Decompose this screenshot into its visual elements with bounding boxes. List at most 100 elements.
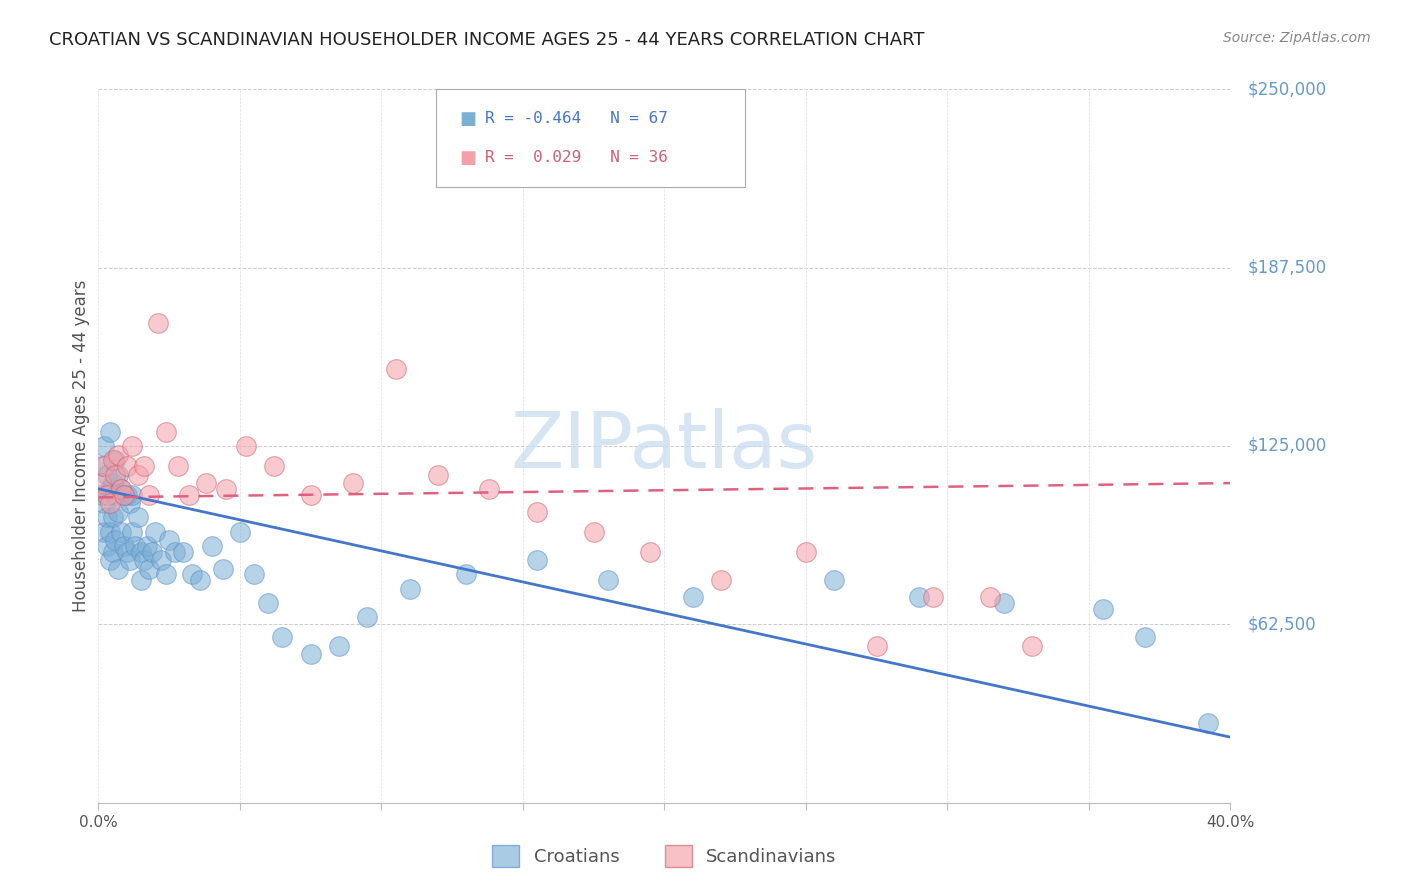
Point xyxy=(93,439,115,453)
Point xyxy=(90,476,112,491)
Text: CROATIAN VS SCANDINAVIAN HOUSEHOLDER INCOME AGES 25 - 44 YEARS CORRELATION CHART: CROATIAN VS SCANDINAVIAN HOUSEHOLDER INC… xyxy=(49,31,925,49)
Point xyxy=(384,362,406,376)
Point xyxy=(112,487,135,501)
Point xyxy=(157,533,180,548)
Point xyxy=(90,458,112,473)
Point xyxy=(110,482,132,496)
Text: $250,000: $250,000 xyxy=(1247,80,1326,98)
Point xyxy=(299,487,322,501)
Point xyxy=(235,439,257,453)
Point xyxy=(112,539,135,553)
Point xyxy=(101,544,124,558)
Point xyxy=(356,610,378,624)
Point xyxy=(682,591,704,605)
Point xyxy=(215,482,238,496)
Point xyxy=(263,458,285,473)
Text: Source: ZipAtlas.com: Source: ZipAtlas.com xyxy=(1223,31,1371,45)
Point xyxy=(1197,715,1219,730)
Point xyxy=(823,573,845,587)
Point xyxy=(90,487,112,501)
Point xyxy=(638,544,661,558)
Point xyxy=(180,567,202,582)
Point xyxy=(1021,639,1043,653)
Point xyxy=(107,467,129,482)
Legend: Croatians, Scandinavians: Croatians, Scandinavians xyxy=(484,836,845,876)
Point xyxy=(342,476,364,491)
Point xyxy=(101,453,124,467)
Point xyxy=(865,639,887,653)
Point xyxy=(794,544,817,558)
Text: ■: ■ xyxy=(460,110,477,128)
Point xyxy=(149,553,172,567)
Point xyxy=(163,544,186,558)
Point xyxy=(177,487,200,501)
Point xyxy=(212,562,235,576)
Point xyxy=(271,630,294,644)
Point xyxy=(115,544,138,558)
Text: $62,500: $62,500 xyxy=(1247,615,1316,633)
Point xyxy=(993,596,1015,610)
Point xyxy=(93,458,115,473)
Point xyxy=(129,573,152,587)
Y-axis label: Householder Income Ages 25 - 44 years: Householder Income Ages 25 - 44 years xyxy=(72,280,90,612)
Point xyxy=(979,591,1001,605)
Point xyxy=(121,524,143,539)
Point xyxy=(129,544,152,558)
Point xyxy=(143,524,166,539)
Point xyxy=(427,467,450,482)
Point xyxy=(118,553,141,567)
Point xyxy=(201,539,224,553)
Point xyxy=(328,639,350,653)
Point xyxy=(138,487,160,501)
Point xyxy=(98,425,121,439)
Text: ■: ■ xyxy=(460,149,477,167)
Point xyxy=(166,458,188,473)
Point xyxy=(135,539,157,553)
Point xyxy=(115,487,138,501)
Text: $125,000: $125,000 xyxy=(1247,437,1326,455)
Point xyxy=(96,467,118,482)
Point xyxy=(107,505,129,519)
Point xyxy=(96,539,118,553)
Point xyxy=(93,496,115,510)
Point xyxy=(229,524,252,539)
Point xyxy=(127,510,149,524)
Point xyxy=(118,496,141,510)
Text: R =  0.029   N = 36: R = 0.029 N = 36 xyxy=(485,151,668,165)
Point xyxy=(121,439,143,453)
Point xyxy=(115,458,138,473)
Point xyxy=(96,487,118,501)
Point xyxy=(98,524,121,539)
Point xyxy=(132,458,155,473)
Point xyxy=(107,448,129,462)
Point xyxy=(243,567,266,582)
Point xyxy=(188,573,211,587)
Point xyxy=(98,496,121,510)
Point xyxy=(104,453,127,467)
Text: $187,500: $187,500 xyxy=(1247,259,1326,277)
Point xyxy=(124,539,146,553)
Point xyxy=(98,553,121,567)
Point xyxy=(96,510,118,524)
Point xyxy=(155,425,177,439)
Point xyxy=(112,487,135,501)
Point xyxy=(596,573,619,587)
Point xyxy=(104,533,127,548)
Text: ZIPatlas: ZIPatlas xyxy=(510,408,818,484)
Point xyxy=(299,648,322,662)
Point xyxy=(132,553,155,567)
Point xyxy=(141,544,163,558)
Point xyxy=(526,553,548,567)
Point xyxy=(110,524,132,539)
Text: R = -0.464   N = 67: R = -0.464 N = 67 xyxy=(485,112,668,126)
Point xyxy=(127,467,149,482)
Point xyxy=(93,524,115,539)
Point xyxy=(172,544,194,558)
Point xyxy=(908,591,931,605)
Point xyxy=(456,567,478,582)
Point xyxy=(104,487,127,501)
Point xyxy=(101,476,124,491)
Point xyxy=(922,591,945,605)
Point xyxy=(1091,601,1114,615)
Point xyxy=(155,567,177,582)
